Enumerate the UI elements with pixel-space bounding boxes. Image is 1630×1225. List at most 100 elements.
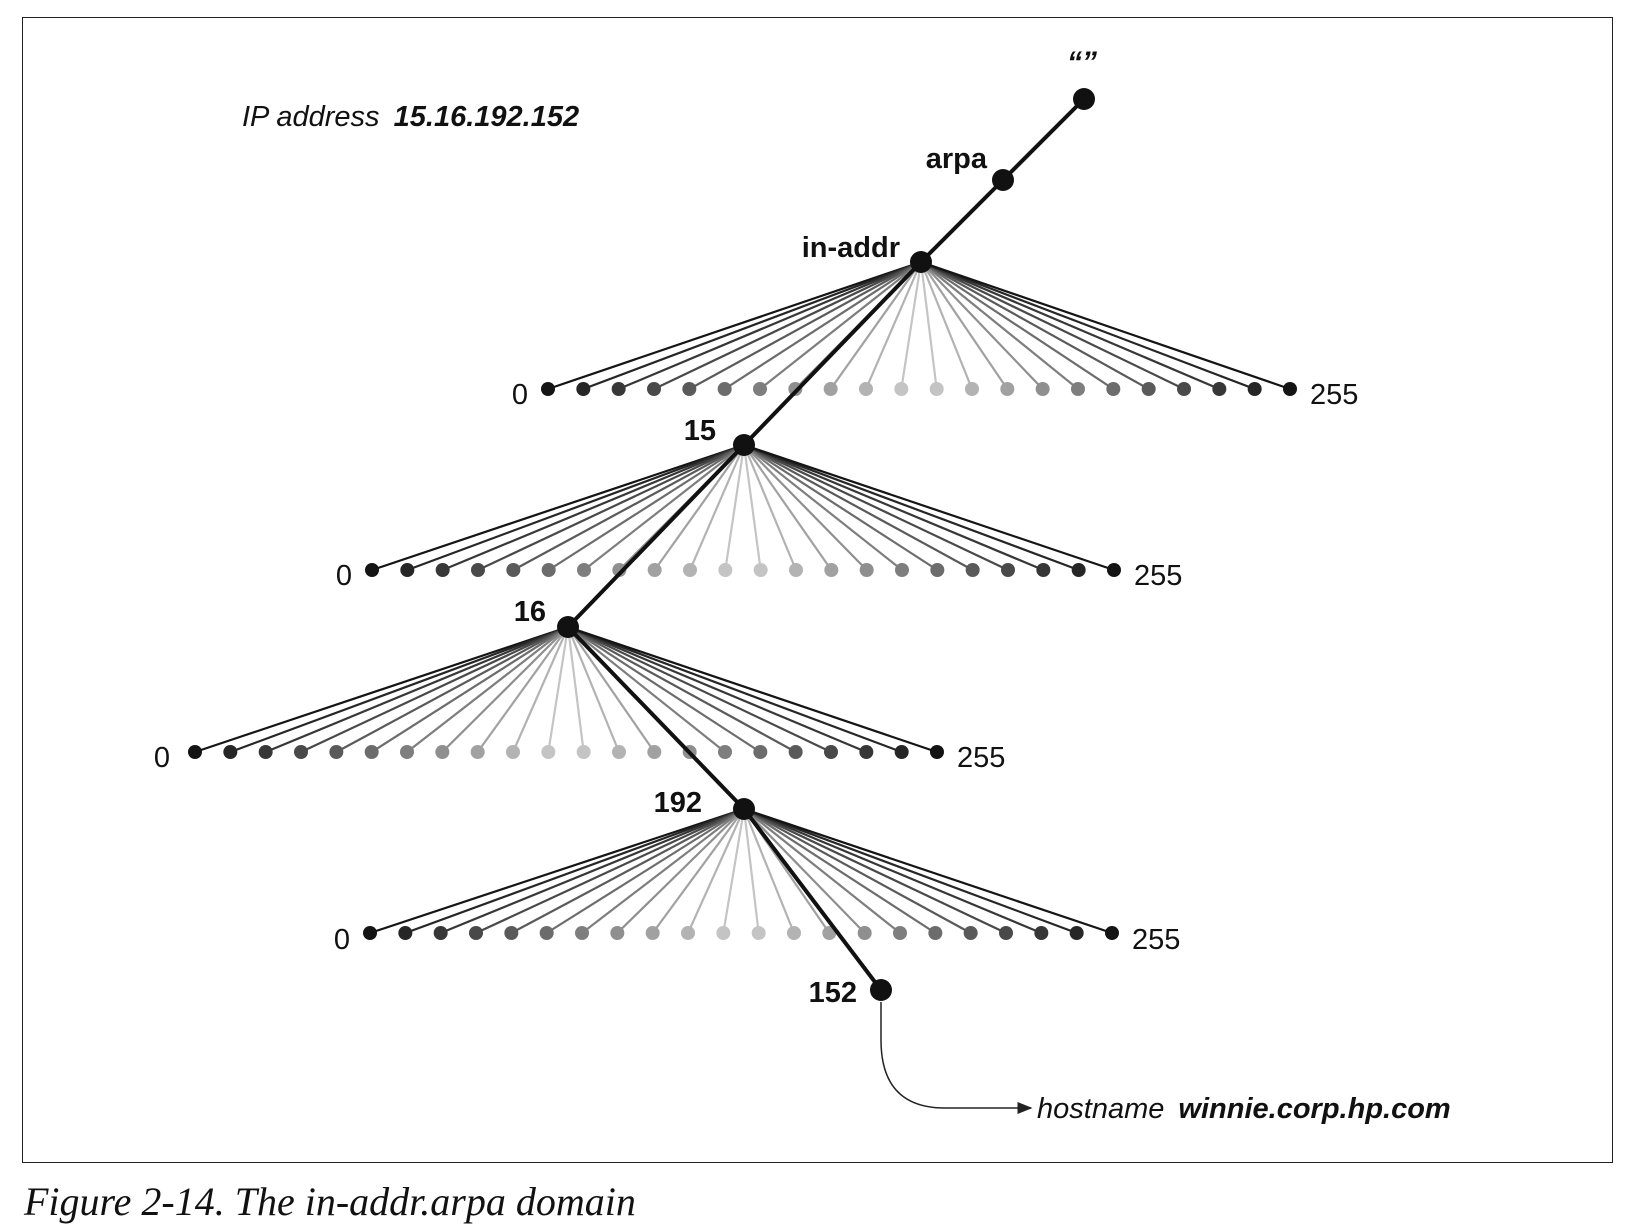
fan-node — [718, 745, 732, 759]
fan-node — [1106, 382, 1121, 396]
fan-edge — [441, 626, 569, 753]
fan-edge — [742, 808, 760, 934]
fan-edge — [920, 260, 1220, 391]
fan-node — [610, 926, 625, 940]
fan-node — [857, 926, 872, 940]
fan-node — [929, 382, 944, 396]
main-path — [566, 97, 1086, 992]
ip-address-value: 15.16.192.152 — [394, 101, 579, 133]
fan-node — [1000, 382, 1015, 396]
fan-edge — [759, 261, 922, 390]
hostname-label: hostname winnie.corp.hp.com — [1037, 1093, 1451, 1125]
fan-edge — [743, 808, 972, 934]
fan-node — [965, 382, 979, 396]
fan-node — [893, 926, 907, 940]
fan-node — [469, 926, 483, 940]
fan-node — [683, 563, 697, 577]
fan-edge — [583, 444, 745, 571]
octet-15-children-fan — [365, 443, 1121, 577]
fan-edge — [743, 807, 1078, 935]
fan-edge — [742, 444, 798, 571]
fan-edge — [651, 808, 745, 934]
fan-edge — [920, 261, 1150, 390]
arpa-node — [992, 169, 1014, 191]
fan-node — [400, 745, 414, 759]
fan-node — [223, 745, 238, 759]
range-1-max-label: 255 — [1134, 560, 1182, 592]
fan-edge — [920, 260, 1291, 391]
edge-16-192 — [566, 625, 746, 811]
fan-node — [363, 926, 377, 940]
fan-node — [895, 563, 909, 577]
octet-152-node — [870, 979, 892, 1001]
fan-edge — [566, 626, 585, 753]
octet-152-label: 152 — [809, 977, 857, 1009]
fan-edge — [616, 808, 745, 934]
in-addr-label: in-addr — [802, 232, 900, 264]
fan-edge — [920, 261, 1185, 390]
fan-node — [1105, 926, 1119, 940]
fan-node — [612, 563, 627, 577]
fan-edge — [743, 808, 901, 934]
fan-edge — [920, 260, 1256, 391]
fan-edge — [900, 261, 923, 390]
fan-edge — [581, 808, 745, 934]
fan-node — [647, 382, 661, 396]
fan-node — [1177, 382, 1191, 396]
fan-edge — [686, 808, 746, 934]
fan-node — [612, 745, 626, 759]
fan-edge — [371, 443, 745, 572]
fan-edge — [300, 626, 569, 753]
octet-192-node — [733, 798, 755, 820]
fan-node — [433, 926, 448, 940]
fan-node — [1071, 382, 1085, 396]
fan-node — [365, 563, 379, 577]
fan-edge — [406, 626, 569, 753]
fan-edge — [582, 260, 922, 391]
arpa-label: arpa — [926, 143, 988, 175]
fan-edge — [743, 807, 1042, 935]
fan-edge — [688, 444, 746, 571]
fan-node — [435, 563, 450, 577]
fan-edge — [920, 261, 1079, 390]
fan-node — [541, 563, 556, 577]
octet-16-node — [557, 616, 579, 638]
range-3-min-label: 0 — [334, 924, 350, 956]
fan-edge — [743, 444, 974, 571]
fan-node — [1071, 563, 1086, 577]
octet-15-node — [733, 434, 755, 456]
fan-node — [647, 745, 662, 759]
fan-edge — [653, 444, 745, 571]
fan-node — [859, 563, 874, 577]
fan-edge — [404, 807, 745, 935]
fan-node — [1035, 382, 1050, 396]
fan-edge — [567, 626, 656, 753]
hostname-prefix: hostname — [1037, 1093, 1164, 1125]
fan-node — [506, 745, 520, 759]
fan-node — [716, 926, 731, 940]
fan-node — [824, 745, 838, 759]
octet-15-label: 15 — [684, 415, 716, 447]
fan-edge — [743, 808, 1007, 934]
range-2-min-label: 0 — [154, 742, 170, 774]
fan-edge — [406, 443, 745, 572]
fan-edge — [743, 444, 868, 571]
range-1-min-label: 0 — [336, 560, 352, 592]
fan-edge — [229, 625, 569, 754]
fan-edge — [566, 626, 621, 753]
fan-edge — [743, 444, 1009, 571]
fan-node — [611, 382, 626, 396]
hostname-pointer-arrow — [880, 1002, 1033, 1114]
edge-in-addr-15 — [742, 260, 923, 447]
fan-node — [576, 745, 591, 759]
fan-edge — [743, 444, 903, 571]
in-addr-node — [910, 251, 932, 273]
range-2-max-label: 255 — [957, 742, 1005, 774]
fan-edge — [724, 444, 746, 571]
fan-edge — [369, 807, 745, 935]
fan-node — [718, 563, 733, 577]
fan-node — [788, 745, 803, 759]
fan-node — [647, 563, 662, 577]
fan-node — [930, 563, 945, 577]
